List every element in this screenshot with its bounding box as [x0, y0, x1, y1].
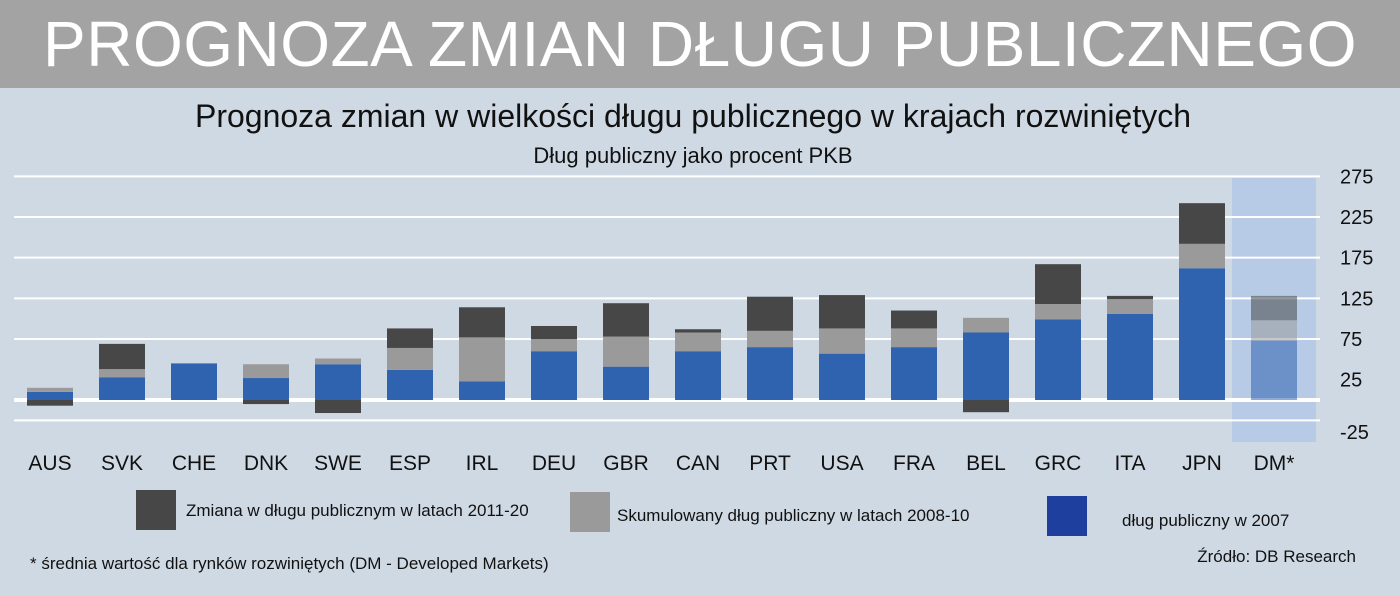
chart-subtitle: Dług publiczny jako procent PKB — [533, 143, 853, 168]
legend-swatch-change-2011-20 — [136, 490, 176, 530]
legend-label-debt-2007: dług publiczny w 2007 — [1122, 511, 1290, 530]
x-tick-label: CHE — [172, 452, 216, 475]
bar-DM-series0 — [1251, 340, 1297, 400]
x-tick-label: ESP — [389, 452, 431, 475]
legend-label-cumulative-2008-10: Skumulowany dług publiczny w latach 2008… — [617, 506, 970, 525]
x-tick-label: USA — [820, 452, 863, 475]
bar-DEU-series1 — [531, 339, 577, 352]
bar-CAN-series0 — [675, 351, 721, 400]
title-banner: PROGNOZA ZMIAN DŁUGU PUBLICZNEGO — [0, 0, 1400, 88]
bar-USA-series2 — [819, 295, 865, 329]
bar-SWE-series0 — [315, 364, 361, 400]
footnote: * średnia wartość dla rynków rozwiniętyc… — [30, 554, 549, 573]
bar-SVK-series2 — [99, 343, 145, 370]
x-tick-label: AUS — [28, 452, 71, 475]
bar-PRT-series1 — [747, 330, 793, 348]
bar-USA-series0 — [819, 353, 865, 400]
bar-FRA-series1 — [891, 328, 937, 348]
bar-JPN-series2 — [1179, 203, 1225, 244]
banner-title: PROGNOZA ZMIAN DŁUGU PUBLICZNEGO — [43, 8, 1357, 80]
x-tick-label: FRA — [893, 452, 935, 475]
y-tick-label: 25 — [1340, 370, 1362, 392]
bar-GBR-series2 — [603, 303, 649, 337]
y-tick-label: 75 — [1340, 329, 1362, 351]
bar-CAN-series1 — [675, 332, 721, 352]
x-tick-label: JPN — [1182, 452, 1222, 475]
bar-ESP-series1 — [387, 347, 433, 370]
x-tick-label: SWE — [314, 452, 362, 475]
y-tick-label: 225 — [1340, 207, 1373, 229]
bar-IRL-series2 — [459, 307, 505, 338]
bar-IRL-series1 — [459, 337, 505, 382]
y-tick-label: 175 — [1340, 248, 1373, 270]
source-note: Źródło: DB Research — [1197, 547, 1356, 566]
y-tick-label: -25 — [1340, 422, 1369, 444]
x-tick-label: GBR — [603, 452, 649, 475]
legend-label-change-2011-20: Zmiana w długu publicznym w latach 2011-… — [186, 501, 529, 520]
x-tick-label: DM* — [1254, 452, 1295, 475]
bar-PRT-series2 — [747, 296, 793, 331]
y-tick-label: 125 — [1340, 288, 1373, 310]
bar-GBR-series1 — [603, 336, 649, 367]
x-tick-label: DNK — [244, 452, 288, 475]
x-tick-label: SVK — [101, 452, 143, 475]
bar-CHE-series0 — [171, 363, 217, 400]
bar-FRA-series2 — [891, 310, 937, 329]
bar-GRC-series2 — [1035, 264, 1081, 305]
bar-AUS-series0 — [27, 391, 73, 400]
bar-ESP-series0 — [387, 369, 433, 400]
bar-DNK-series0 — [243, 378, 289, 400]
bar-SVK-series1 — [99, 369, 145, 378]
legend-swatch-debt-2007 — [1047, 496, 1087, 536]
bar-DNK-series2 — [243, 400, 289, 405]
bar-PRT-series0 — [747, 347, 793, 400]
bar-JPN-series1 — [1179, 243, 1225, 269]
bar-AUS-series1 — [27, 387, 73, 392]
bar-SVK-series0 — [99, 377, 145, 400]
legend-swatch-cumulative-2008-10 — [570, 492, 610, 532]
x-tick-label: IRL — [466, 452, 499, 475]
bar-ESP-series2 — [387, 328, 433, 348]
bar-FRA-series0 — [891, 347, 937, 400]
y-tick-label: 275 — [1340, 166, 1373, 188]
x-tick-label: CAN — [676, 452, 720, 475]
x-tick-label: ITA — [1114, 452, 1145, 475]
bar-GRC-series1 — [1035, 304, 1081, 320]
x-tick-label: BEL — [966, 452, 1006, 475]
bar-BEL-series1 — [963, 317, 1009, 333]
bar-USA-series1 — [819, 328, 865, 354]
bar-JPN-series0 — [1179, 268, 1225, 400]
bar-DEU-series0 — [531, 351, 577, 400]
bar-GBR-series0 — [603, 366, 649, 400]
bar-DNK-series1 — [243, 364, 289, 379]
x-tick-label: DEU — [532, 452, 576, 475]
bar-DEU-series2 — [531, 325, 577, 339]
bar-SWE-series2 — [315, 400, 361, 414]
bar-BEL-series0 — [963, 332, 1009, 400]
bar-CAN-series2 — [675, 329, 721, 333]
bar-BEL-series2 — [963, 400, 1009, 413]
bar-ITA-series1 — [1107, 299, 1153, 314]
bar-DM-series1 — [1251, 320, 1297, 341]
bar-IRL-series0 — [459, 381, 505, 400]
bar-DM-series2 — [1251, 295, 1297, 321]
bar-ITA-series2 — [1107, 295, 1153, 300]
x-tick-label: PRT — [749, 452, 791, 475]
chart-title: Prognoza zmian w wielkości długu publicz… — [194, 98, 1192, 134]
bar-ITA-series0 — [1107, 313, 1153, 400]
bar-GRC-series0 — [1035, 319, 1081, 400]
bar-SWE-series1 — [315, 358, 361, 365]
bar-AUS-series2 — [27, 400, 73, 406]
x-tick-label: GRC — [1035, 452, 1082, 475]
